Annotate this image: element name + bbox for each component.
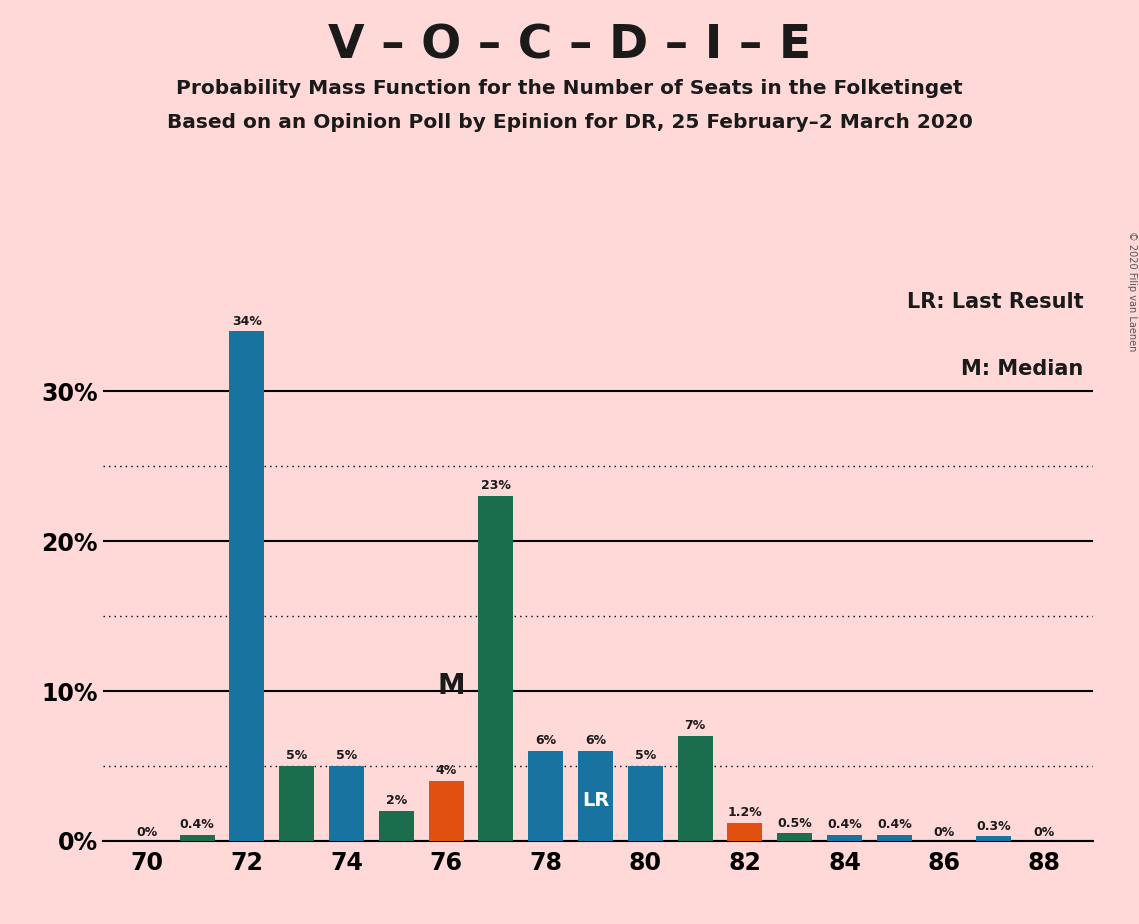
Text: 0.4%: 0.4% <box>180 818 214 831</box>
Text: LR: Last Result: LR: Last Result <box>907 292 1083 312</box>
Text: 0.4%: 0.4% <box>827 818 862 831</box>
Bar <box>229 332 264 841</box>
Text: 0.3%: 0.3% <box>976 820 1011 833</box>
Text: 23%: 23% <box>481 480 510 492</box>
Text: © 2020 Filip van Laenen: © 2020 Filip van Laenen <box>1126 231 1137 351</box>
Text: 6%: 6% <box>535 735 556 748</box>
Text: V – O – C – D – I – E: V – O – C – D – I – E <box>328 23 811 68</box>
Text: 0%: 0% <box>137 826 158 839</box>
Text: Based on an Opinion Poll by Epinion for DR, 25 February–2 March 2020: Based on an Opinion Poll by Epinion for … <box>166 113 973 132</box>
Bar <box>827 835 862 841</box>
Bar <box>379 811 413 841</box>
Text: 34%: 34% <box>232 315 262 328</box>
Bar <box>628 766 663 841</box>
Text: 0%: 0% <box>934 826 954 839</box>
Text: 0.5%: 0.5% <box>777 817 812 830</box>
Text: M: M <box>437 672 465 699</box>
Text: 4%: 4% <box>435 764 457 777</box>
Bar <box>678 736 713 841</box>
Bar <box>728 823 762 841</box>
Bar <box>478 496 514 841</box>
Text: M: Median: M: Median <box>961 359 1083 379</box>
Text: 0.4%: 0.4% <box>877 818 911 831</box>
Text: Probability Mass Function for the Number of Seats in the Folketinget: Probability Mass Function for the Number… <box>177 79 962 98</box>
Bar <box>528 751 563 841</box>
Text: 7%: 7% <box>685 719 706 732</box>
Bar <box>428 781 464 841</box>
Text: 0%: 0% <box>1033 826 1055 839</box>
Text: 5%: 5% <box>336 749 358 762</box>
Bar <box>777 833 812 841</box>
Text: 5%: 5% <box>286 749 308 762</box>
Bar <box>279 766 314 841</box>
Bar <box>976 836 1011 841</box>
Text: LR: LR <box>582 791 609 809</box>
Text: 6%: 6% <box>585 735 606 748</box>
Bar <box>579 751 613 841</box>
Bar <box>877 835 911 841</box>
Text: 5%: 5% <box>634 749 656 762</box>
Text: 1.2%: 1.2% <box>728 806 762 819</box>
Bar <box>180 835 214 841</box>
Text: 2%: 2% <box>386 794 407 808</box>
Bar <box>329 766 364 841</box>
